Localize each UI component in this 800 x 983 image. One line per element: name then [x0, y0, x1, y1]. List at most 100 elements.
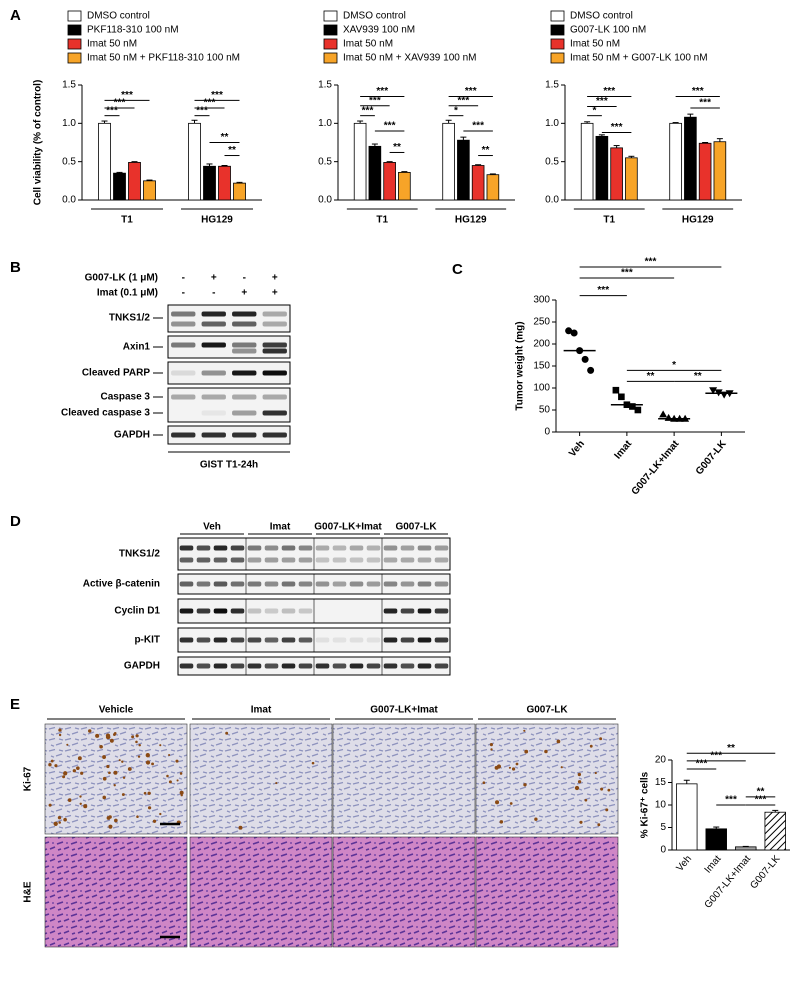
blot-band — [232, 321, 257, 327]
blot-band — [298, 637, 313, 643]
significance-label: *** — [696, 759, 708, 770]
brown-nucleus — [53, 821, 58, 826]
blot-band — [315, 581, 330, 587]
brown-nucleus — [577, 772, 582, 777]
brown-nucleus — [499, 820, 504, 824]
bar — [203, 165, 216, 201]
histology-image — [475, 836, 619, 948]
bar — [610, 147, 623, 201]
brown-nucleus — [556, 739, 561, 744]
blot-band — [232, 410, 257, 416]
significance-label: *** — [465, 86, 477, 97]
x-tick-label: Imat — [613, 438, 635, 461]
significance-label: *** — [692, 86, 704, 97]
brown-nucleus — [48, 803, 52, 807]
panel-label: A — [10, 7, 21, 24]
brown-nucleus — [108, 771, 111, 775]
condition-label: G007-LK (1 μM) — [85, 273, 158, 284]
brown-nucleus — [88, 729, 92, 733]
blot-band — [400, 545, 415, 551]
bar — [698, 142, 712, 201]
bar — [705, 828, 727, 851]
brown-nucleus — [275, 782, 278, 785]
brown-nucleus — [147, 806, 152, 810]
column-header: G007-LK+Imat — [370, 705, 438, 716]
blot-band — [179, 663, 194, 669]
point — [581, 355, 589, 363]
blot-band — [201, 311, 226, 317]
brown-nucleus — [48, 762, 52, 767]
y-tick-label: 0.0 — [318, 195, 332, 206]
histology-image — [189, 723, 333, 835]
significance-label: *** — [114, 98, 126, 109]
brown-nucleus — [523, 783, 527, 787]
significance-label: ** — [757, 787, 765, 798]
blot-row-label: Cleaved caspase 3 — [61, 408, 150, 419]
histology-image — [189, 836, 333, 948]
blot-band — [196, 545, 211, 551]
blot-band — [230, 608, 245, 614]
blot-band — [298, 663, 313, 669]
blot-row-label: p-KIT — [134, 635, 160, 646]
brown-nucleus — [58, 728, 62, 732]
legend-swatch — [67, 38, 82, 50]
brown-nucleus — [508, 766, 511, 769]
blot-band — [262, 394, 287, 400]
brown-nucleus — [589, 744, 593, 748]
bar — [669, 122, 682, 201]
brown-nucleus — [179, 790, 184, 795]
brown-nucleus — [106, 764, 110, 769]
legend-swatch — [550, 38, 565, 50]
significance-label: *** — [458, 95, 470, 106]
y-tick-label: 100 — [533, 383, 550, 394]
y-axis-label: % Ki-67⁺ cells — [640, 771, 651, 838]
point — [659, 410, 668, 418]
brown-nucleus — [579, 820, 583, 824]
blot-band — [232, 432, 257, 438]
panel-label: C — [452, 261, 463, 278]
blot-band — [171, 370, 196, 376]
row-label: H&E — [23, 881, 34, 902]
bar — [218, 165, 231, 201]
blot-band — [332, 557, 347, 563]
point — [587, 366, 595, 374]
legend-label: Imat 50 nM + PKF118-310 100 nM — [87, 53, 240, 64]
brown-nucleus — [607, 788, 611, 792]
point — [570, 329, 578, 337]
x-tick-label: G007-LK — [748, 853, 782, 891]
row-label: Ki-67 — [23, 766, 34, 791]
blot-band — [264, 581, 279, 587]
y-tick-label: 0.0 — [545, 195, 559, 206]
blot-band — [281, 663, 296, 669]
blot-band — [201, 370, 226, 376]
legend-swatch — [67, 52, 82, 64]
significance-label: * — [672, 360, 676, 371]
blot-band — [213, 557, 228, 563]
blot-band — [434, 663, 449, 669]
panel-label: D — [10, 513, 21, 530]
significance-label: *** — [597, 285, 609, 296]
brown-nucleus — [80, 771, 84, 775]
bar — [486, 174, 500, 201]
group-label: Veh — [203, 522, 221, 533]
blot-band — [434, 608, 449, 614]
significance-label: *** — [204, 98, 216, 109]
histology-image — [44, 836, 188, 948]
brown-nucleus — [166, 774, 169, 778]
bar — [98, 122, 111, 201]
legend-label: PKF118-310 100 nM — [87, 25, 179, 36]
brown-nucleus — [560, 766, 563, 769]
blot-band — [247, 608, 262, 614]
brown-nucleus — [490, 748, 493, 751]
blot-row-label: Axin1 — [123, 342, 151, 353]
blot-band — [262, 321, 287, 327]
blot-row-label: Cyclin D1 — [114, 606, 160, 617]
blot-band — [196, 663, 211, 669]
blot-band — [383, 608, 398, 614]
brown-nucleus — [109, 738, 114, 743]
bar — [233, 182, 246, 201]
condition-sign: + — [272, 273, 278, 284]
brown-nucleus — [147, 791, 151, 795]
legend-swatch — [550, 10, 565, 22]
